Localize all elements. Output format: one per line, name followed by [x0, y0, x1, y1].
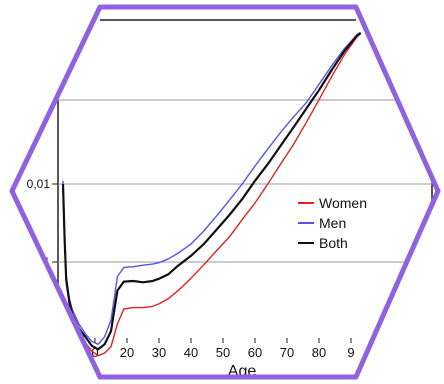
x-axis-label: Age: [228, 363, 257, 380]
x-tick-labels: 0 20 30 40 50 60 70 80 9: [91, 338, 355, 360]
x-tick-label: 9: [347, 345, 354, 360]
x-tick-label: 80: [312, 345, 326, 360]
legend: Women Men Both: [298, 195, 367, 251]
y-gridlines: [52, 183, 438, 263]
x-tick-label: 0: [91, 345, 98, 360]
legend-label-both: Both: [319, 235, 348, 251]
series-line-men: [62, 31, 361, 345]
legend-label-women: Women: [319, 195, 367, 211]
x-tick-label: 70: [280, 345, 294, 360]
x-tick-label: 50: [216, 345, 230, 360]
x-tick-label: 30: [152, 345, 166, 360]
x-tick-label: 60: [248, 345, 262, 360]
x-tick-label: 20: [120, 345, 134, 360]
x-tick-label: 40: [184, 345, 198, 360]
hexagon-frame: [9, 4, 441, 380]
series-line-both: [61, 32, 362, 351]
y-tick-label: 0,01: [27, 177, 51, 191]
legend-label-men: Men: [319, 215, 346, 231]
